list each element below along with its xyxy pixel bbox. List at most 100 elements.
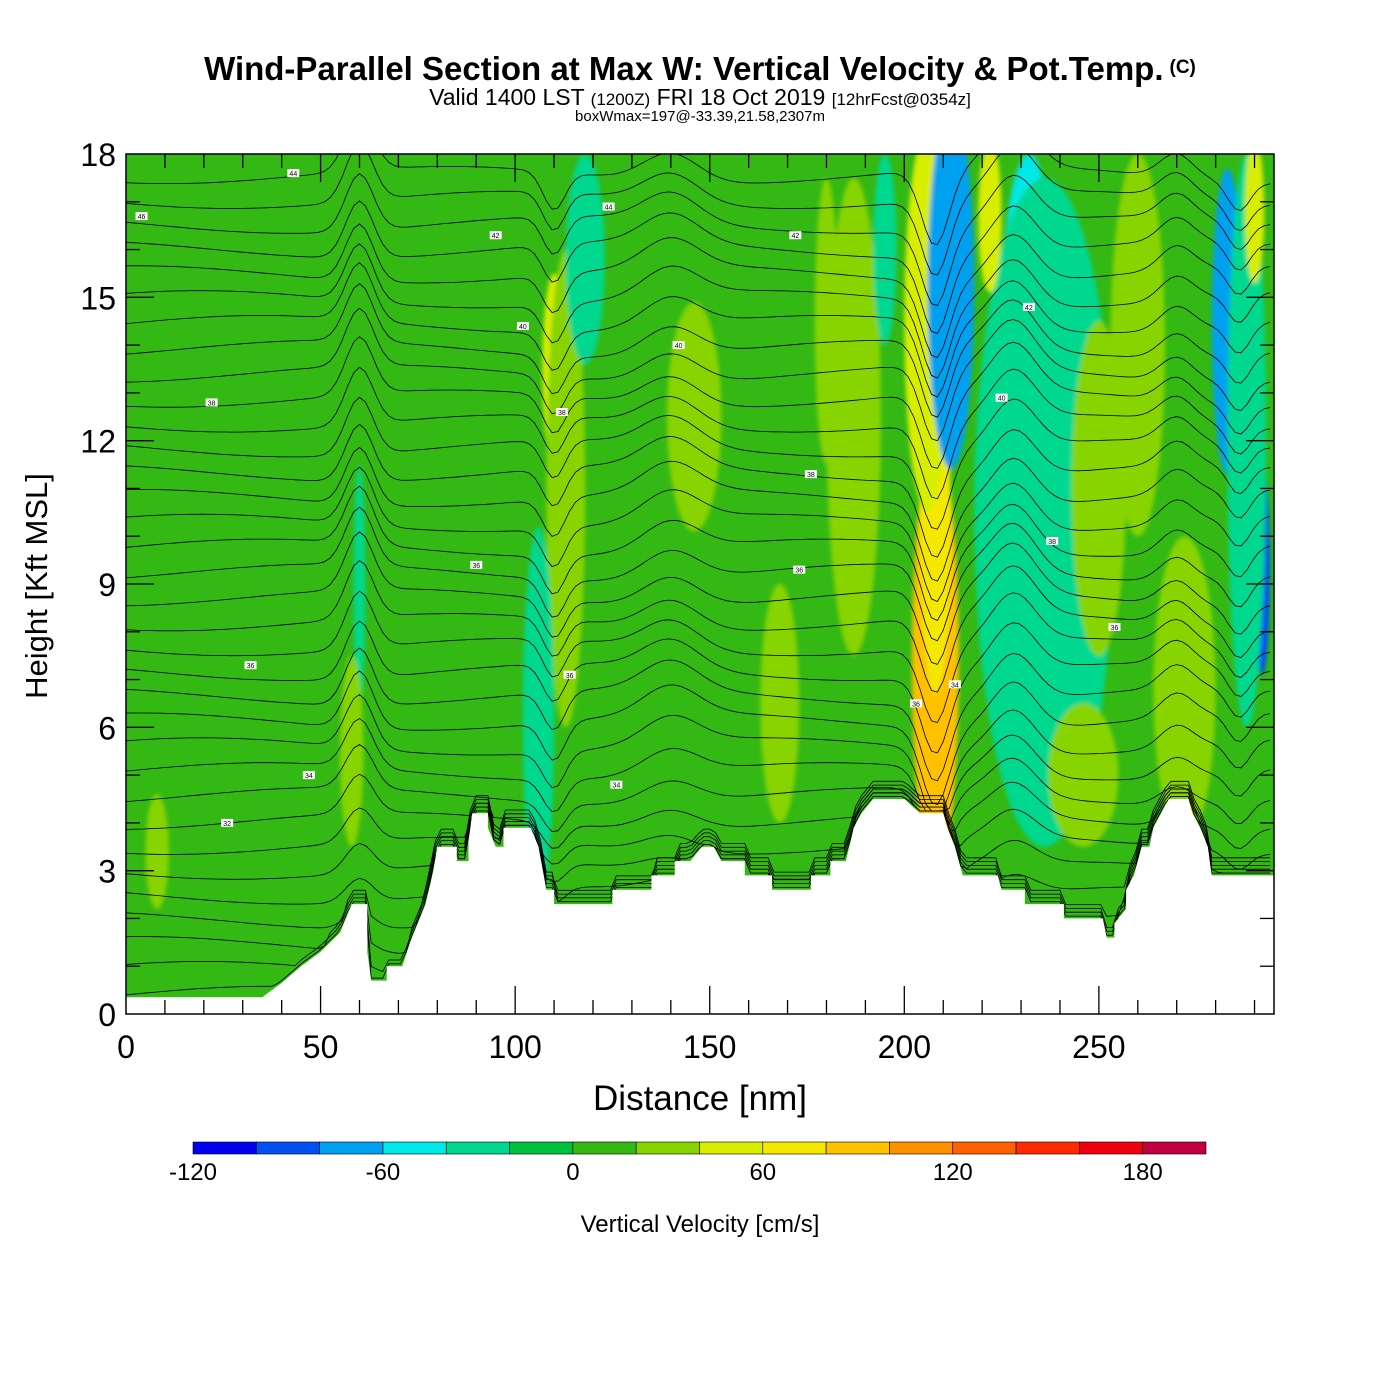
theta-contour <box>126 396 1271 530</box>
theta-contour <box>126 423 1271 558</box>
theta-label: 44 <box>287 169 300 178</box>
theta-label: 36 <box>909 699 922 708</box>
velocity-region <box>565 154 605 365</box>
svg-text:38: 38 <box>558 410 566 417</box>
theta-label: 36 <box>793 565 806 575</box>
colorbar-tick-label: 180 <box>1123 1159 1163 1186</box>
theta-contour <box>126 780 1271 905</box>
y-axis-label: Height [Kft MSL] <box>19 473 54 699</box>
x-tick-label: 150 <box>683 1029 736 1065</box>
svg-text:42: 42 <box>791 233 799 240</box>
forecast-info: [12hrFcst@0354z] <box>831 90 971 109</box>
x-tick-label: 250 <box>1072 1029 1125 1065</box>
terrain-mask <box>126 799 1274 1014</box>
theta-label: 36 <box>1108 623 1121 632</box>
theta-label: 36 <box>470 560 483 570</box>
svg-text:38: 38 <box>1048 539 1056 546</box>
y-tick-label: 9 <box>98 567 116 603</box>
theta-contour <box>126 559 1271 693</box>
svg-text:42: 42 <box>492 233 500 240</box>
velocity-region <box>666 302 722 532</box>
velocity-region <box>1048 703 1119 847</box>
svg-text:44: 44 <box>605 205 613 212</box>
x-tick-label: 100 <box>488 1029 541 1065</box>
theta-label: 36 <box>244 661 257 670</box>
theta-label: 34 <box>302 771 315 780</box>
colorbar-tick-label: 60 <box>749 1159 776 1186</box>
theta-label: 42 <box>489 231 502 240</box>
theta-label: 44 <box>602 202 615 212</box>
colorbar-swatch <box>1079 1141 1143 1155</box>
colorbar-swatch <box>319 1141 384 1155</box>
velocity-region <box>1153 536 1216 842</box>
theta-contour <box>126 283 1271 418</box>
theta-contour <box>126 446 1271 582</box>
theta-contour <box>126 223 1271 359</box>
theta-label: 42 <box>789 231 802 240</box>
colorbar-swatch <box>445 1141 510 1155</box>
theta-contour <box>126 744 1271 833</box>
valid-date: FRI 18 Oct 2019 <box>656 84 826 110</box>
colorbar-swatch <box>699 1141 764 1155</box>
chart-subtitle: Valid 1400 LST (1200Z) FRI 18 Oct 2019 [… <box>0 84 1400 113</box>
theta-contour <box>126 307 1271 442</box>
svg-text:38: 38 <box>208 400 216 407</box>
colorbar-tick-label: 0 <box>566 1159 579 1186</box>
theta-label: 34 <box>948 680 961 689</box>
colorbar-swatch <box>889 1141 954 1155</box>
svg-text:38: 38 <box>807 472 815 479</box>
svg-text:40: 40 <box>519 324 527 331</box>
theta-contour <box>126 773 1271 849</box>
theta-contour <box>126 620 1271 754</box>
theta-contour <box>126 531 1271 665</box>
theta-contour <box>126 796 1271 883</box>
colorbar-swatch <box>952 1141 1017 1155</box>
theta-contour <box>126 200 1271 334</box>
theta-label: 40 <box>516 322 529 331</box>
theta-contour <box>126 154 1271 276</box>
valid-zulu: (1200Z) <box>590 90 651 109</box>
theta-label: 38 <box>205 398 218 407</box>
colorbar-swatch <box>1142 1141 1207 1155</box>
velocity-region <box>974 177 1115 847</box>
x-axis-label: Distance [nm] <box>593 1079 807 1118</box>
y-tick-label: 12 <box>80 424 116 460</box>
copyright-mark: (C) <box>1169 57 1196 78</box>
svg-text:36: 36 <box>912 701 920 708</box>
colorbar-swatch <box>509 1141 574 1155</box>
colorbar-tick-label: 120 <box>933 1159 973 1186</box>
colorbar-tick-label: -120 <box>169 1159 217 1186</box>
x-tick-label: 200 <box>878 1029 931 1065</box>
svg-text:32: 32 <box>223 821 231 828</box>
y-tick-label: 18 <box>80 137 116 173</box>
svg-text:42: 42 <box>1025 305 1033 312</box>
theta-contour <box>126 243 1271 379</box>
x-tick-label: 0 <box>117 1029 135 1065</box>
colorbar-swatch <box>382 1141 447 1155</box>
theta-contour <box>126 788 1271 954</box>
velocity-region <box>1244 154 1265 283</box>
y-tick-label: 15 <box>80 280 116 316</box>
theta-contour <box>126 792 1271 870</box>
theta-contour <box>126 173 1271 306</box>
theta-contour <box>126 366 1271 500</box>
theta-label: 46 <box>135 212 148 221</box>
colorbar-swatch <box>256 1141 320 1155</box>
colorbar-swatch <box>1015 1141 1080 1155</box>
box-max-note: boxWmax=197@-33.39,21.58,2307m <box>575 108 825 125</box>
colorbar-tick-label: -60 <box>366 1159 401 1186</box>
theta-contour <box>126 647 1271 782</box>
theta-label: 36 <box>563 670 576 680</box>
svg-text:34: 34 <box>305 773 313 780</box>
colorbar-swatch <box>762 1141 827 1155</box>
valid-time: Valid 1400 LST <box>429 84 585 110</box>
velocity-region <box>826 177 881 656</box>
theta-label: 38 <box>555 408 568 417</box>
svg-text:46: 46 <box>138 214 146 221</box>
theta-contour <box>126 670 1271 806</box>
theta-contour <box>126 718 1271 813</box>
velocity-region <box>1110 154 1166 537</box>
colorbar-swatch <box>635 1141 700 1155</box>
